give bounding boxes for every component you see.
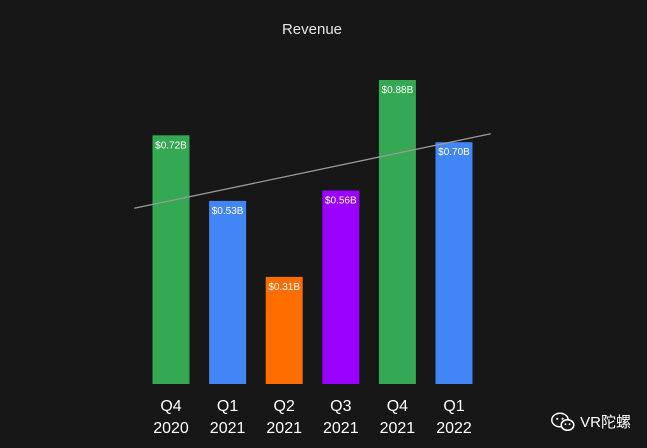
trendline xyxy=(134,133,491,209)
bar-0 xyxy=(152,135,190,384)
x-tick-labels-group: Q4 2020 Q1 2021 Q2 2021 Q3 2021 Q4 2021 Q1 2022 xyxy=(153,398,472,437)
bar-1 xyxy=(209,200,247,384)
x-tick-label-5: Q1 2022 xyxy=(436,398,472,437)
bars-group xyxy=(152,80,473,384)
watermark: VR陀螺 xyxy=(551,411,631,432)
data-label-3: $0.56B xyxy=(325,196,357,207)
bar-2 xyxy=(265,276,303,384)
data-labels-group: $0.72B $0.53B $0.31B $0.56B $0.88B $0.70B xyxy=(155,85,470,293)
x-tick-label-3: Q3 2021 xyxy=(323,398,359,437)
wechat-icon xyxy=(551,411,575,431)
bar-5 xyxy=(435,142,473,384)
x-tick-label-2: Q2 2021 xyxy=(266,398,302,437)
watermark-text: VR陀螺 xyxy=(580,414,631,431)
bar-3 xyxy=(322,190,360,384)
x-tick-label-1: Q1 2021 xyxy=(210,398,246,437)
bar-4 xyxy=(378,80,416,384)
data-label-5: $0.70B xyxy=(438,147,470,158)
data-label-0: $0.72B xyxy=(155,140,187,151)
data-label-4: $0.88B xyxy=(382,85,414,96)
chart-title: Revenue xyxy=(282,21,342,38)
x-tick-label-4: Q4 2021 xyxy=(380,398,416,437)
trendline-group xyxy=(134,133,491,209)
data-label-1: $0.53B xyxy=(212,206,244,217)
data-label-2: $0.31B xyxy=(268,282,300,293)
x-tick-label-0: Q4 2020 xyxy=(153,398,189,437)
